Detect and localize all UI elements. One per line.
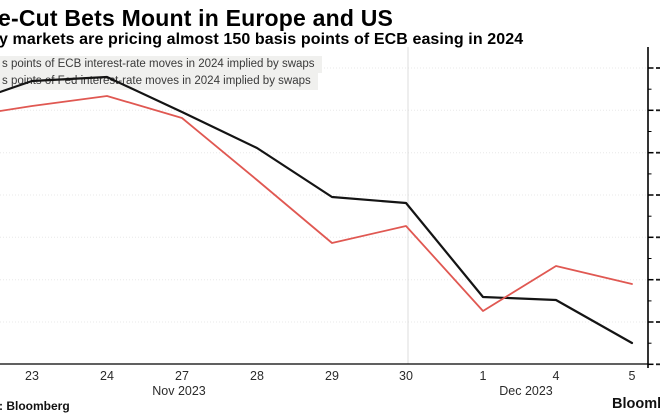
month-label: Nov 2023 — [152, 384, 206, 398]
bloomberg-logo: Bloomb — [612, 396, 660, 412]
x-tick-label: 29 — [325, 369, 339, 383]
ecb-line — [0, 75, 634, 345]
legend: s points of ECB interest-rate moves in 2… — [0, 56, 322, 90]
chart-subtitle: y markets are pricing almost 150 basis p… — [0, 31, 524, 48]
month-label: Dec 2023 — [499, 384, 553, 398]
x-tick-label: 4 — [552, 369, 560, 383]
legend-item-fed: s points of Fed interest-rate moves in 2… — [0, 73, 318, 90]
source-label: : Bloomberg — [0, 399, 70, 413]
x-tick-label: 28 — [250, 369, 264, 383]
x-tick-label: 27 — [175, 369, 189, 383]
x-tick-label: 23 — [25, 369, 39, 383]
x-tick-label: 24 — [100, 369, 114, 383]
x-tick-label: 1 — [479, 369, 487, 383]
fed-line — [0, 95, 633, 312]
legend-label-ecb: s points of ECB interest-rate moves in 2… — [2, 58, 315, 70]
legend-label-fed: s points of Fed interest-rate moves in 2… — [2, 75, 311, 87]
legend-item-ecb: s points of ECB interest-rate moves in 2… — [0, 56, 322, 73]
chart-title: e-Cut Bets Mount in Europe and US — [0, 5, 394, 31]
x-tick-label: 30 — [399, 369, 413, 383]
x-tick-label: 5 — [628, 369, 636, 383]
